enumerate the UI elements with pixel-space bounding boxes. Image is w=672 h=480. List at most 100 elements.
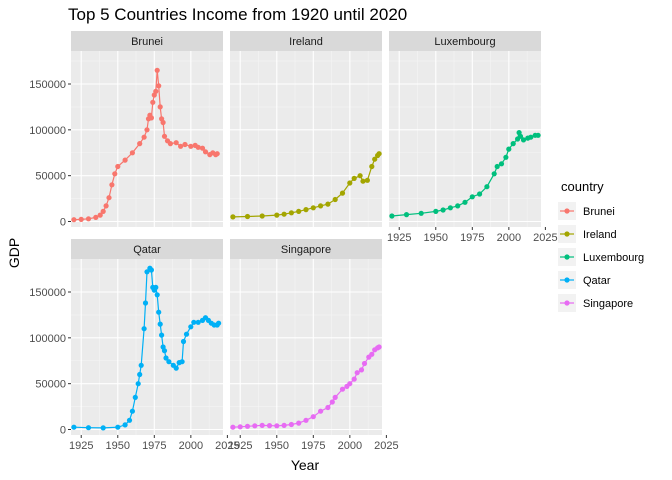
data-point [202,149,209,155]
x-tick-label: 2025 [533,232,557,244]
data-point [310,414,316,420]
data-point [144,269,150,275]
data-point [173,365,179,371]
data-point [347,381,353,387]
data-point [100,425,106,431]
legend-key-point [564,208,570,214]
data-point [167,141,173,147]
legend-label: Ireland [583,229,617,241]
facet-strip-singapore [230,239,382,259]
data-point [528,134,534,140]
x-tick-label: 1975 [301,440,325,452]
legend-item-ireland: Ireland [558,225,617,243]
legend-item-luxembourg: Luxembourg [558,248,644,266]
panel-background [230,259,382,435]
data-point [266,423,273,429]
data-point [332,196,338,203]
legend-label: Singapore [583,298,633,310]
data-point [318,408,324,414]
facet-strip-label: Ireland [289,36,323,48]
data-point [498,161,505,167]
facet-strip-label: Qatar [133,244,161,256]
data-point [188,143,194,149]
data-point [520,137,527,143]
data-point [433,208,439,214]
data-point [288,421,294,428]
data-point [440,207,446,213]
data-point [126,417,133,423]
data-point [252,423,258,429]
y-tick-label: 100000 [29,125,66,137]
data-point [103,203,109,209]
data-point [141,134,147,140]
facet-strip-qatar [71,239,223,259]
data-point [156,309,162,315]
data-point [71,424,77,430]
y-tick-label: 100000 [29,333,66,345]
data-point [132,394,138,400]
data-point [339,386,346,392]
x-tick-label: 1950 [265,440,289,452]
x-tick-label: 2000 [179,440,203,452]
data-point [364,177,370,183]
x-tick-label: 1975 [460,232,484,244]
x-tick-label: 1925 [387,232,411,244]
data-point [142,300,149,306]
data-point [447,205,453,211]
x-tick-label: 1925 [228,440,252,452]
data-point [188,324,194,330]
x-tick-label: 2025 [374,440,398,452]
legend-label: Brunei [583,206,615,218]
series-line-singapore [232,346,380,428]
legend-title: country [561,179,604,194]
data-point [506,146,512,152]
data-point [179,359,185,365]
legend-item-singapore: Singapore [558,294,633,312]
data-point [85,425,92,431]
legend-key-point [564,231,570,237]
data-point [163,355,169,361]
data-point [347,180,353,186]
data-point [159,332,165,338]
data-point [161,348,168,354]
data-point [216,320,222,326]
data-point [112,171,118,177]
data-point [173,140,179,146]
data-point [274,212,280,218]
data-point [195,144,201,150]
data-point [274,423,280,429]
data-point [310,205,316,211]
data-point [153,284,159,290]
data-point [351,175,357,181]
data-point [178,143,184,149]
y-tick-label: 150000 [29,287,66,299]
data-point [303,207,309,213]
data-point [122,422,128,428]
data-point [484,184,490,190]
data-point [517,133,524,139]
series-line-ireland [232,153,380,218]
chart-legend: country Brunei Ireland Luxembourg Qatar Singa… [558,179,644,312]
data-point [369,163,375,170]
facet-strip-label: Luxembourg [434,36,495,48]
data-point [157,104,163,110]
data-point [503,154,509,160]
data-point [535,132,541,138]
data-point [122,157,128,163]
facet-strip-label: Brunei [131,36,163,48]
data-point [325,201,331,207]
data-point [100,208,106,214]
data-point [129,150,135,156]
y-tick-label: 150000 [29,79,66,91]
data-point [160,119,166,126]
data-point [376,151,382,157]
x-tick-label: 1925 [69,440,93,452]
panel-background [230,51,382,227]
data-point [244,423,251,429]
data-point [129,408,135,414]
x-tick-label: 2000 [338,440,362,452]
data-point [157,321,163,327]
data-point [97,212,103,218]
facet-panel-qatar: Qatar 0 50000 100000 150000 1925 1950 1975 2000 2… [29,239,240,452]
data-point [191,319,197,325]
